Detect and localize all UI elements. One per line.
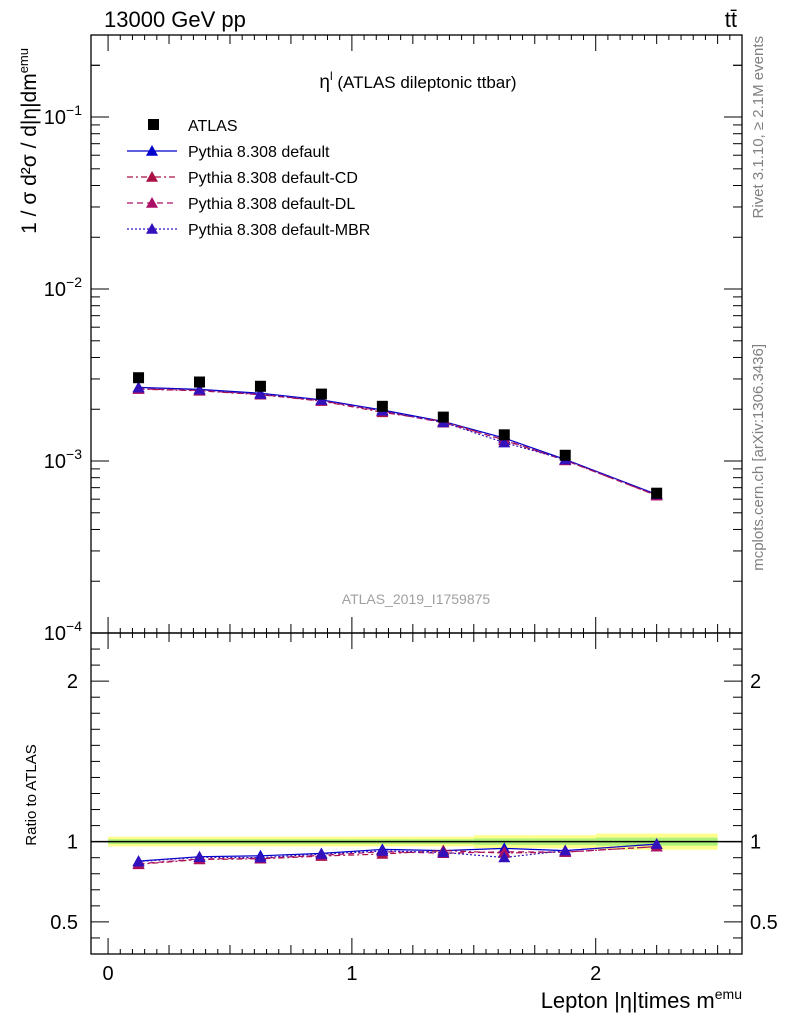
legend-label: Pythia 8.308 default bbox=[188, 144, 330, 161]
legend-entry: Pythia 8.308 default-MBR bbox=[127, 222, 370, 239]
mcplots-label: mcplots.cern.ch [arXiv:1306.3436] bbox=[750, 344, 767, 571]
plot-title-symbol: η bbox=[319, 72, 330, 93]
x-tick-label: 2 bbox=[590, 963, 601, 985]
y-tick-label: 10−4 bbox=[44, 618, 82, 645]
ratio-tick-label-right: 2 bbox=[750, 671, 761, 693]
ratio-axis-label: Ratio to ATLAS bbox=[23, 744, 40, 845]
series-line bbox=[138, 388, 657, 497]
plot-title-sup: l bbox=[330, 69, 333, 83]
data-point bbox=[651, 487, 663, 499]
ratio-series-point bbox=[559, 844, 572, 856]
legend-label: Pythia 8.308 default-CD bbox=[188, 170, 358, 187]
legend-entry-data: ATLAS bbox=[148, 118, 238, 135]
series-point bbox=[254, 388, 267, 399]
legend-label: Pythia 8.308 default-DL bbox=[188, 196, 355, 213]
legend-marker bbox=[146, 197, 158, 208]
header-right: tt̄ bbox=[725, 7, 737, 32]
ratio-tick-label-right: 0.5 bbox=[750, 912, 778, 934]
ratio-series-point bbox=[650, 838, 663, 849]
series-layer bbox=[132, 381, 663, 501]
x-tick-label: 0 bbox=[103, 963, 114, 985]
ratio-series-point bbox=[437, 846, 450, 858]
ratio-series-point bbox=[254, 851, 267, 863]
ratio-series-point bbox=[315, 848, 328, 859]
legend-data-marker bbox=[148, 119, 159, 130]
x-axis-label-main: Lepton |η|times m bbox=[541, 988, 715, 1013]
x-axis-label-sup: emu bbox=[715, 986, 742, 1002]
series-line bbox=[138, 387, 657, 495]
legend-label: Pythia 8.308 default-MBR bbox=[188, 222, 370, 239]
legend-entry: Pythia 8.308 default bbox=[127, 144, 330, 161]
series-line bbox=[138, 386, 657, 495]
legend-entry: Pythia 8.308 default-CD bbox=[127, 170, 358, 187]
legend: ATLAS Pythia 8.308 default Pythia 8.308 de… bbox=[127, 118, 370, 239]
legend-marker bbox=[146, 145, 158, 156]
data-point bbox=[498, 429, 510, 441]
data-point bbox=[315, 388, 327, 400]
y-tick-label: 10−2 bbox=[44, 274, 82, 301]
ratio-series-point bbox=[193, 851, 206, 863]
series-point bbox=[193, 383, 206, 395]
ratio-tick-label-right: 1 bbox=[750, 832, 761, 854]
ratio-series-layer bbox=[132, 838, 663, 870]
legend-entry: Pythia 8.308 default-DL bbox=[127, 196, 355, 213]
ratio-series-point bbox=[132, 855, 145, 867]
data-layer bbox=[133, 372, 663, 499]
ratio-series-point bbox=[376, 844, 389, 856]
plot-title: ηl (ATLAS dileptonic ttbar) bbox=[319, 69, 516, 93]
rivet-label: Rivet 3.1.10, ≥ 2.1M events bbox=[750, 36, 767, 219]
axis-ticks bbox=[91, 34, 742, 955]
header-left: 13000 GeV pp bbox=[104, 7, 246, 32]
data-point bbox=[437, 411, 449, 423]
y-tick-label: 10−1 bbox=[44, 102, 82, 129]
x-axis-label: Lepton |η|times memu bbox=[541, 986, 742, 1013]
legend-data-label: ATLAS bbox=[188, 118, 238, 135]
ratio-plot-frame bbox=[90, 632, 743, 955]
ratio-tick-label-left: 1 bbox=[67, 832, 78, 854]
y-axis-label-sup: emu bbox=[16, 48, 31, 73]
data-point bbox=[559, 449, 571, 461]
ratio-tick-label-left: 0.5 bbox=[50, 912, 78, 934]
legend-marker bbox=[146, 171, 158, 182]
plot-title-rest: (ATLAS dileptonic ttbar) bbox=[333, 73, 517, 92]
ratio-series-line bbox=[138, 846, 657, 865]
data-point bbox=[254, 380, 266, 392]
ratio-tick-label-left: 2 bbox=[67, 671, 78, 693]
y-axis-label-main: 1 / σ d²σ / d|η|dm bbox=[18, 73, 41, 234]
series-line bbox=[138, 388, 657, 497]
series-point bbox=[498, 436, 511, 448]
ratio-series-point bbox=[498, 845, 511, 857]
data-point bbox=[194, 376, 205, 388]
data-point bbox=[376, 400, 388, 412]
ratio-series-point bbox=[498, 851, 511, 863]
y-tick-label: 10−3 bbox=[44, 446, 82, 473]
analysis-watermark: ATLAS_2019_I1759875 bbox=[342, 591, 491, 607]
legend-marker bbox=[146, 223, 158, 234]
series-point bbox=[132, 381, 145, 393]
data-point bbox=[133, 372, 145, 384]
tick-label-layer: 0 1 2 10−1 10−2 10−3 10−4 0.5 0.5 1 1 2 2 bbox=[44, 102, 778, 985]
x-tick-label: 1 bbox=[346, 963, 357, 985]
y-axis-label: 1 / σ d²σ / d|η|dmemu bbox=[16, 48, 41, 234]
